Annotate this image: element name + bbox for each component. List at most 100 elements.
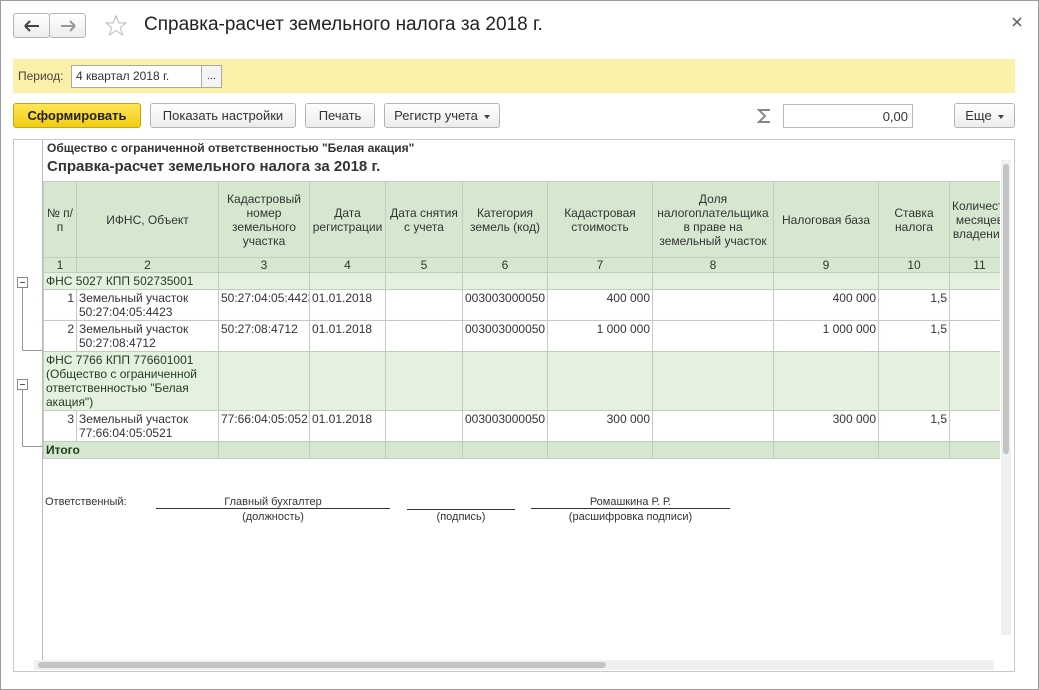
signature-sign-caption: (подпись) bbox=[436, 511, 486, 523]
total-row: Итого bbox=[43, 441, 1000, 459]
cell-cost: 1 000 000 bbox=[547, 320, 653, 352]
group-cell bbox=[385, 272, 463, 290]
data-row: 1 Земельный участок 50:27:04:05:4423 50:27… bbox=[43, 289, 1000, 321]
column-header: Дата снятия с учета bbox=[385, 181, 463, 258]
column-number: 6 bbox=[462, 257, 548, 273]
cell-category: 003003000050 bbox=[462, 320, 548, 352]
cell-registered: 01.01.2018 bbox=[309, 289, 386, 321]
column-number: 11 bbox=[949, 257, 1000, 273]
vertical-scrollbar[interactable] bbox=[1001, 160, 1011, 635]
period-label: Период: bbox=[18, 69, 64, 83]
cell-n: 1 bbox=[43, 289, 77, 321]
total-cell bbox=[878, 441, 950, 459]
column-header: Кадастровый номер земельного участка bbox=[218, 181, 310, 258]
cell bbox=[385, 289, 463, 321]
collapse-toggle[interactable] bbox=[17, 379, 28, 390]
column-number: 7 bbox=[547, 257, 653, 273]
cell bbox=[949, 289, 1000, 321]
cell bbox=[385, 320, 463, 352]
cell-base: 300 000 bbox=[773, 410, 879, 442]
cell-cadastral: 50:27:08:4712 bbox=[218, 320, 310, 352]
print-button[interactable]: Печать bbox=[305, 103, 375, 128]
generate-button[interactable]: Сформировать bbox=[13, 103, 141, 128]
group-cell bbox=[652, 272, 774, 290]
report-frame bbox=[13, 139, 1015, 672]
cell bbox=[949, 320, 1000, 352]
window-title: Справка-расчет земельного налога за 2018… bbox=[144, 14, 543, 35]
group-cell bbox=[547, 272, 653, 290]
total-cell bbox=[218, 441, 310, 459]
column-number: 1 bbox=[43, 257, 77, 273]
group-cell bbox=[547, 351, 653, 411]
tree-line bbox=[22, 288, 23, 351]
group-label: ФНС 5027 КПП 502735001 bbox=[43, 272, 219, 290]
group-cell bbox=[878, 272, 950, 290]
group-cell bbox=[218, 351, 310, 411]
column-header: Ставка налога bbox=[878, 181, 950, 258]
group-cell bbox=[385, 351, 463, 411]
column-number: 8 bbox=[652, 257, 774, 273]
cell-base: 1 000 000 bbox=[773, 320, 879, 352]
data-row: 2 Земельный участок 50:27:08:4712 50:27:08… bbox=[43, 320, 1000, 352]
cell-object: Земельный участок 77:66:04:05:0521 bbox=[76, 410, 219, 442]
column-number: 9 bbox=[773, 257, 879, 273]
column-number: 5 bbox=[385, 257, 463, 273]
more-button[interactable]: Еще bbox=[954, 103, 1015, 128]
settings-button[interactable]: Показать настройки bbox=[150, 103, 296, 128]
column-header: Количество месяцев владения bbox=[949, 181, 1000, 258]
column-header: № п/п bbox=[43, 181, 77, 258]
back-icon bbox=[23, 20, 39, 32]
group-cell bbox=[309, 351, 386, 411]
tree-line bbox=[22, 446, 42, 447]
period-picker[interactable]: ... bbox=[201, 65, 222, 88]
total-cell bbox=[462, 441, 548, 459]
cell bbox=[652, 289, 774, 321]
cell-rate: 1,5 bbox=[878, 320, 950, 352]
signature-line bbox=[407, 496, 515, 510]
column-number: 10 bbox=[878, 257, 950, 273]
cell-registered: 01.01.2018 bbox=[309, 410, 386, 442]
close-button[interactable] bbox=[1012, 17, 1022, 27]
favorite-star[interactable] bbox=[104, 14, 128, 38]
group-cell bbox=[462, 272, 548, 290]
cell-n: 3 bbox=[43, 410, 77, 442]
back-button[interactable] bbox=[13, 13, 50, 38]
column-header: Дата регистрации bbox=[309, 181, 386, 258]
column-header: Кадастровая стоимость bbox=[547, 181, 653, 258]
cell bbox=[385, 410, 463, 442]
tree-line bbox=[22, 350, 42, 351]
group-cell bbox=[462, 351, 548, 411]
cell-object: Земельный участок 50:27:08:4712 bbox=[76, 320, 219, 352]
column-number: 4 bbox=[309, 257, 386, 273]
horizontal-scrollbar[interactable] bbox=[34, 660, 994, 670]
group-cell bbox=[773, 351, 879, 411]
signature-position-caption: (должность) bbox=[242, 511, 304, 523]
signature-name: Ромашкина Р. Р. bbox=[531, 496, 730, 509]
report: Общество с ограниченной ответственностью… bbox=[14, 140, 1000, 660]
group-cell bbox=[773, 272, 879, 290]
report-title: Справка-расчет земельного налога за 2018… bbox=[47, 158, 381, 175]
group-cell bbox=[878, 351, 950, 411]
cell-base: 400 000 bbox=[773, 289, 879, 321]
column-header: ИФНС, Объект bbox=[76, 181, 219, 258]
report-table: № п/п ИФНС, Объект Кадастровый номер земел… bbox=[43, 181, 1000, 459]
column-number: 2 bbox=[76, 257, 219, 273]
period-input[interactable]: 4 квартал 2018 г. bbox=[71, 65, 202, 88]
group-cell bbox=[218, 272, 310, 290]
forward-button[interactable] bbox=[49, 13, 86, 38]
cell-cost: 300 000 bbox=[547, 410, 653, 442]
total-cell bbox=[309, 441, 386, 459]
cell-object: Земельный участок 50:27:04:05:4423 bbox=[76, 289, 219, 321]
group-cell bbox=[309, 272, 386, 290]
total-cell bbox=[949, 441, 1000, 459]
cell-cadastral: 50:27:04:05:4423 bbox=[218, 289, 310, 321]
report-margin bbox=[42, 140, 43, 660]
cell-n: 2 bbox=[43, 320, 77, 352]
register-button[interactable]: Регистр учета bbox=[384, 103, 500, 128]
cell-cadastral: 77:66:04:05:0521 bbox=[218, 410, 310, 442]
collapse-toggle[interactable] bbox=[17, 277, 28, 288]
column-header: Налоговая база bbox=[773, 181, 879, 258]
cell-cost: 400 000 bbox=[547, 289, 653, 321]
cell-category: 003003000050 bbox=[462, 410, 548, 442]
